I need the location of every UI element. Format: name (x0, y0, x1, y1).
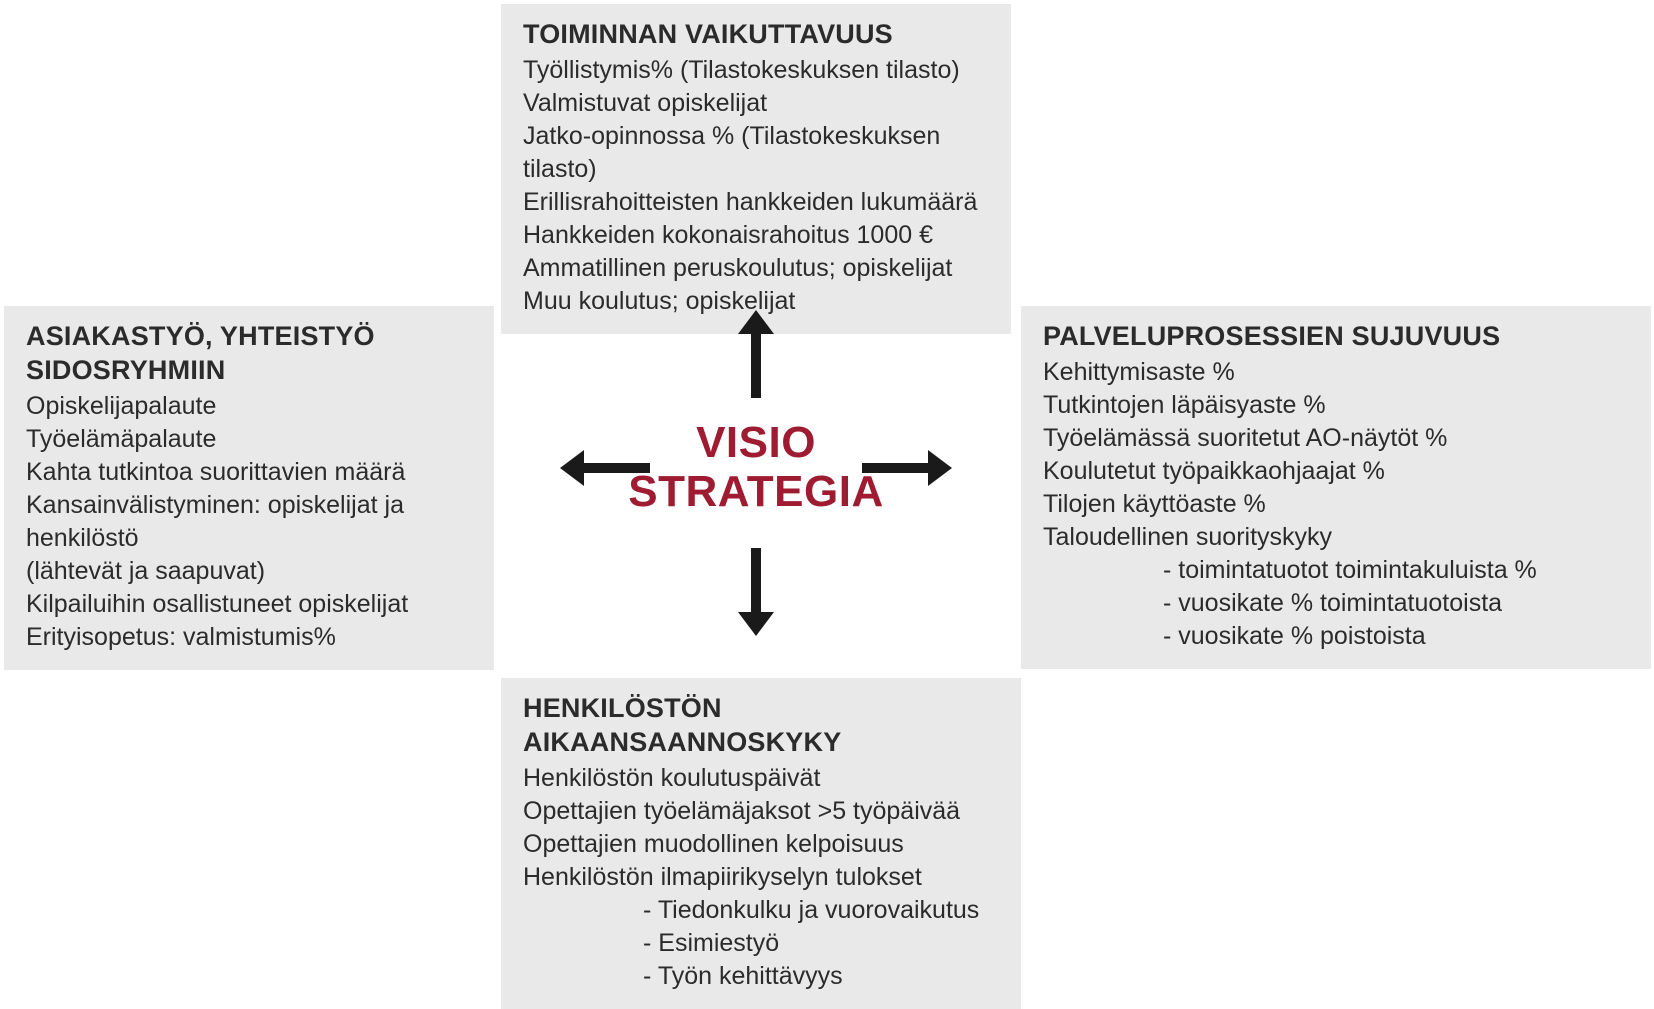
list-item: Tutkintojen läpäisyaste % (1043, 389, 1629, 422)
box-top-items: Työllistymis% (Tilastokeskuksen tilasto)… (523, 54, 989, 318)
list-item: Kansainvälistyminen: opiskelijat ja henk… (26, 489, 472, 555)
list-item: Opettajien muodollinen kelpoisuus (523, 828, 999, 861)
list-subitem: - vuosikate % poistoista (1043, 620, 1629, 653)
center-line2: STRATEGIA (606, 467, 906, 516)
box-top: TOIMINNAN VAIKUTTAVUUS Työllistymis% (Ti… (501, 4, 1011, 334)
diagram-canvas: TOIMINNAN VAIKUTTAVUUS Työllistymis% (Ti… (0, 0, 1654, 954)
list-item: Henkilöstön koulutuspäivät (523, 762, 999, 795)
list-item: Kahta tutkintoa suorittavien määrä (26, 456, 472, 489)
box-right-items: Kehittymisaste %Tutkintojen läpäisyaste … (1043, 356, 1629, 653)
box-top-title: TOIMINNAN VAIKUTTAVUUS (523, 18, 989, 52)
arrow-down-icon (738, 548, 774, 636)
arrow-up-icon (738, 310, 774, 398)
list-item: (lähtevät ja saapuvat) (26, 555, 472, 588)
list-item: Hankkeiden kokonaisrahoitus 1000 € (523, 219, 989, 252)
list-item: Henkilöstön ilmapiirikyselyn tulokset (523, 861, 999, 894)
list-subitem: - toimintatuotot toimintakuluista % (1043, 554, 1629, 587)
list-item: Työllistymis% (Tilastokeskuksen tilasto) (523, 54, 989, 87)
list-item: Erillisrahoitteisten hankkeiden lukumäär… (523, 186, 989, 219)
list-subitem: - Tiedonkulku ja vuorovaikutus (523, 894, 999, 927)
list-item: Valmistuvat opiskelijat (523, 87, 989, 120)
box-bottom: HENKILÖSTÖN AIKAANSAANNOSKYKY Henkilöstö… (501, 678, 1021, 1009)
box-right-title: PALVELUPROSESSIEN SUJUVUUS (1043, 320, 1629, 354)
list-subitem: - Työn kehittävyys (523, 960, 999, 993)
box-left: ASIAKASTYÖ, YHTEISTYÖ SIDOSRYHMIIN Opisk… (4, 306, 494, 670)
list-item: Työelämäpalaute (26, 423, 472, 456)
list-item: Työelämässä suoritetut AO-näytöt % (1043, 422, 1629, 455)
arrow-right-icon (862, 450, 952, 486)
center-label: VISIO STRATEGIA (606, 418, 906, 517)
box-left-title: ASIAKASTYÖ, YHTEISTYÖ SIDOSRYHMIIN (26, 320, 472, 388)
center-line1: VISIO (606, 418, 906, 467)
list-subitem: - vuosikate % toimintatuotoista (1043, 587, 1629, 620)
box-right: PALVELUPROSESSIEN SUJUVUUS Kehittymisast… (1021, 306, 1651, 669)
arrow-left-icon (560, 450, 650, 486)
list-item: Erityisopetus: valmistumis% (26, 621, 472, 654)
list-item: Opettajien työelämäjaksot >5 työpäivää (523, 795, 999, 828)
list-item: Koulutetut työpaikkaohjaajat % (1043, 455, 1629, 488)
box-bottom-title: HENKILÖSTÖN AIKAANSAANNOSKYKY (523, 692, 999, 760)
list-item: Kehittymisaste % (1043, 356, 1629, 389)
box-bottom-items: Henkilöstön koulutuspäivätOpettajien työ… (523, 762, 999, 993)
box-left-items: OpiskelijapalauteTyöelämäpalauteKahta tu… (26, 390, 472, 654)
list-item: Taloudellinen suorityskyky (1043, 521, 1629, 554)
list-subitem: - Esimiestyö (523, 927, 999, 960)
list-item: Opiskelijapalaute (26, 390, 472, 423)
list-item: Kilpailuihin osallistuneet opiskelijat (26, 588, 472, 621)
list-item: Jatko-opinnossa % (Tilastokeskuksen tila… (523, 120, 989, 186)
list-item: Tilojen käyttöaste % (1043, 488, 1629, 521)
list-item: Ammatillinen peruskoulutus; opiskelijat (523, 252, 989, 285)
